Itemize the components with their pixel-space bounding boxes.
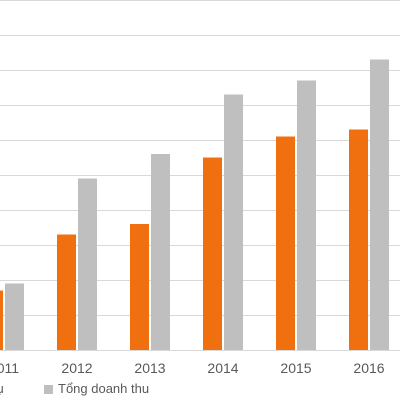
bar-series1-2012	[57, 234, 76, 350]
x-tick-label: 2014	[207, 360, 238, 376]
bar-series1-2014	[203, 157, 222, 350]
x-tick-label: 2015	[280, 360, 311, 376]
bar-series1-2015	[276, 136, 295, 350]
x-tick-label: 2013	[134, 360, 165, 376]
x-tick-label: 2012	[61, 360, 92, 376]
bar-series2-2014	[224, 94, 243, 350]
bar-series1-2016	[349, 129, 368, 350]
x-tick-label: 2016	[353, 360, 384, 376]
bar-series2-2013	[151, 154, 170, 350]
x-tick-label: 2011	[0, 360, 19, 376]
legend-swatch-series2	[44, 385, 53, 394]
bar-series2-2011	[5, 283, 24, 350]
bar-series2-2012	[78, 178, 97, 350]
bar-series1-2011	[0, 290, 3, 350]
legend-label-series1: vụ	[0, 381, 4, 396]
bar-series2-2016	[370, 59, 389, 350]
legend-label-series2: Tổng doanh thu	[58, 381, 149, 396]
bar-series1-2013	[130, 224, 149, 350]
bar-series2-2015	[297, 80, 316, 350]
